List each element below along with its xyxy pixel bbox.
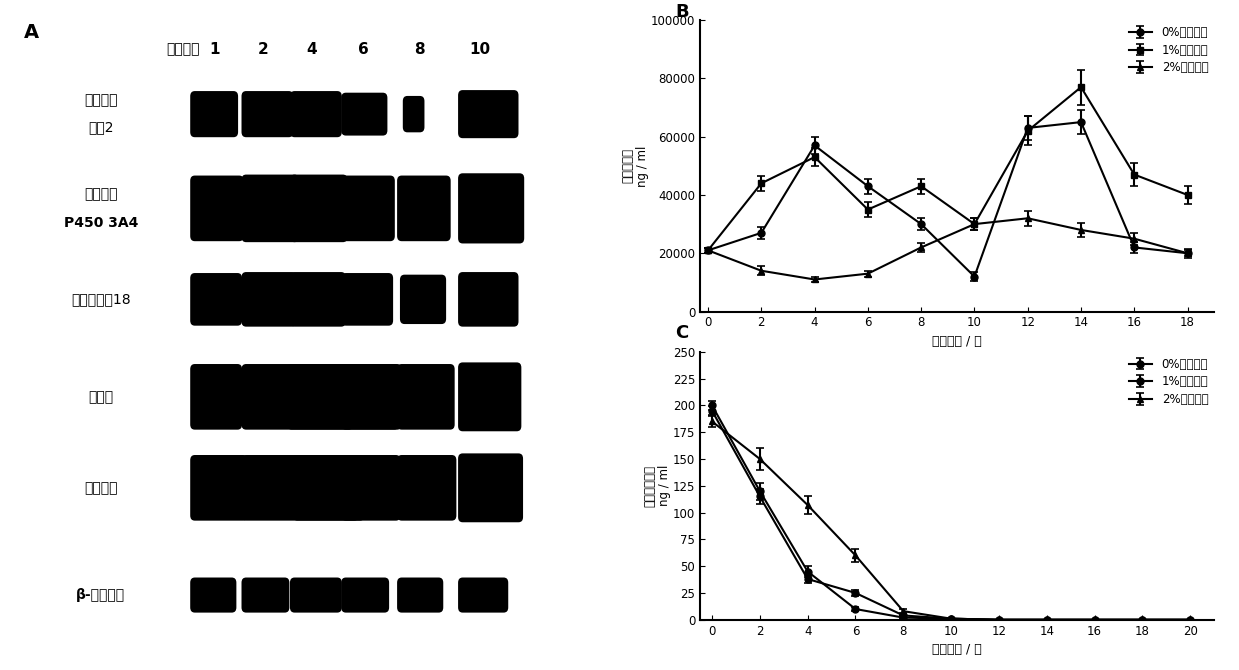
FancyBboxPatch shape [191, 273, 242, 326]
FancyBboxPatch shape [242, 578, 290, 612]
Text: 2: 2 [258, 42, 269, 57]
FancyBboxPatch shape [341, 92, 388, 135]
FancyBboxPatch shape [290, 91, 342, 137]
FancyBboxPatch shape [290, 578, 342, 612]
Text: 多重耐药: 多重耐药 [84, 93, 118, 107]
FancyBboxPatch shape [242, 364, 353, 429]
Text: 蛋白2: 蛋白2 [88, 120, 114, 134]
Text: 1: 1 [209, 42, 221, 57]
FancyBboxPatch shape [242, 455, 364, 521]
Text: 细胞色素: 细胞色素 [84, 187, 118, 201]
Text: 白蛋白: 白蛋白 [88, 390, 113, 404]
FancyBboxPatch shape [290, 272, 346, 327]
Text: 10: 10 [470, 42, 491, 57]
Legend: 0%二甲亚砧, 1%二甲亚砧, 2%二甲亚砧: 0%二甲亚砧, 1%二甲亚砧, 2%二甲亚砧 [1129, 358, 1208, 406]
FancyBboxPatch shape [191, 578, 237, 612]
FancyBboxPatch shape [396, 364, 455, 429]
Text: 6: 6 [358, 42, 368, 57]
Text: C: C [675, 324, 689, 342]
Legend: 0%二甲亚砧, 1%二甲亚砧, 2%二甲亚砧: 0%二甲亚砧, 1%二甲亚砧, 2%二甲亚砧 [1129, 26, 1208, 74]
FancyBboxPatch shape [191, 364, 242, 429]
Text: β-肌动蛋白: β-肌动蛋白 [76, 588, 125, 602]
FancyBboxPatch shape [403, 96, 425, 133]
FancyBboxPatch shape [242, 91, 294, 137]
FancyBboxPatch shape [458, 578, 508, 612]
Text: 4: 4 [306, 42, 317, 57]
X-axis label: 培养时间 / 天: 培养时间 / 天 [932, 643, 983, 656]
FancyBboxPatch shape [396, 176, 451, 241]
FancyBboxPatch shape [191, 91, 238, 137]
FancyBboxPatch shape [458, 174, 524, 243]
X-axis label: 培养时间 / 天: 培养时间 / 天 [932, 335, 983, 348]
FancyBboxPatch shape [341, 364, 399, 429]
FancyBboxPatch shape [400, 275, 446, 324]
Text: P450 3A4: P450 3A4 [63, 216, 138, 230]
Text: 细胞角蛋白18: 细胞角蛋白18 [71, 292, 130, 306]
FancyBboxPatch shape [396, 578, 444, 612]
Text: B: B [675, 3, 689, 21]
Text: 8: 8 [415, 42, 425, 57]
FancyBboxPatch shape [242, 272, 296, 327]
Text: 培养天数: 培养天数 [166, 42, 201, 56]
Text: A: A [24, 23, 38, 42]
FancyBboxPatch shape [191, 176, 244, 241]
Y-axis label: 白蛋白分泌
ng / ml: 白蛋白分泌 ng / ml [622, 145, 649, 186]
FancyBboxPatch shape [458, 454, 523, 523]
FancyBboxPatch shape [290, 175, 347, 242]
FancyBboxPatch shape [341, 455, 400, 521]
Y-axis label: 甲胎蛋白分泌
ng / ml: 甲胎蛋白分泌 ng / ml [643, 465, 672, 507]
FancyBboxPatch shape [341, 273, 393, 326]
FancyBboxPatch shape [341, 176, 395, 241]
FancyBboxPatch shape [287, 364, 401, 429]
FancyBboxPatch shape [458, 90, 518, 138]
FancyBboxPatch shape [396, 455, 456, 521]
Text: 甲胎蛋白: 甲胎蛋白 [84, 481, 118, 495]
FancyBboxPatch shape [292, 455, 359, 521]
FancyBboxPatch shape [458, 272, 518, 327]
FancyBboxPatch shape [458, 362, 522, 431]
FancyBboxPatch shape [341, 578, 389, 612]
FancyBboxPatch shape [242, 175, 299, 242]
FancyBboxPatch shape [191, 455, 248, 521]
